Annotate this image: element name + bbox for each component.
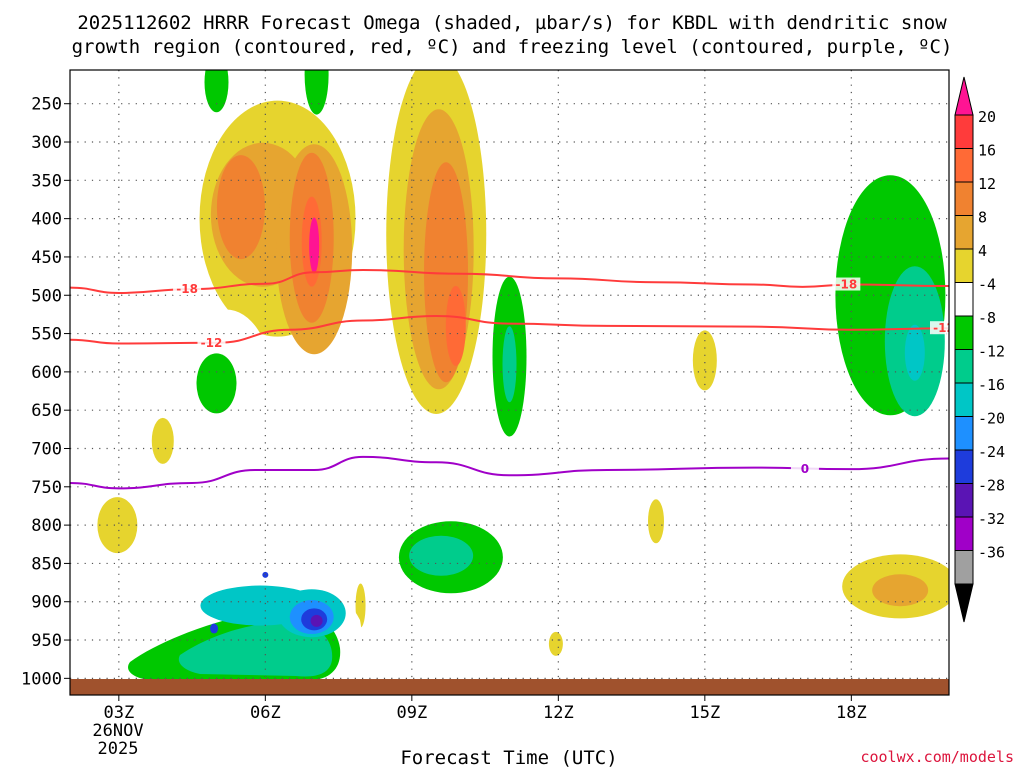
contour-label: -12: [201, 336, 223, 350]
x-axis-ticks: 03Z 06Z 09Z 12Z 15Z 18Z: [103, 695, 867, 723]
colorbar-label: -4: [978, 276, 996, 294]
sinking-blob: [216, 155, 265, 260]
colorbar-swatch: [954, 282, 974, 317]
contour-0: [70, 455, 949, 490]
colorbar-label: -32: [978, 510, 1005, 528]
uplift-blob: [107, 104, 126, 181]
colorbar-label: -28: [978, 477, 1005, 495]
colorbar-swatch: [954, 349, 974, 384]
x-date-line-2: 2025: [98, 739, 139, 759]
x-tick-label: 03Z: [103, 703, 134, 723]
uplift-core: [304, 70, 329, 115]
y-tick-label: 850: [31, 554, 62, 574]
y-tick-label: 750: [31, 478, 62, 498]
sinking-blob: [872, 574, 929, 607]
y-tick-label: 600: [31, 363, 62, 383]
uplift-blob: [904, 324, 925, 381]
sinking-core: [309, 217, 320, 274]
x-tick-label: 15Z: [689, 703, 720, 723]
chart-title-line-1: 2025112602 HRRR Forecast Omega (shaded, …: [77, 12, 947, 34]
colorbar-swatch: [954, 148, 974, 183]
colorbar-swatch: [954, 449, 974, 484]
y-tick-label: 650: [31, 401, 62, 421]
uplift-blob: [502, 326, 517, 403]
contour-lines: -18 -18 -12 -12 0: [70, 268, 955, 490]
contour-label: -18: [176, 282, 198, 296]
colorbar-swatch: [954, 550, 974, 585]
colorbar-label: 8: [978, 209, 987, 227]
chart-title-line-2: growth region (contoured, red, ºC) and f…: [72, 36, 953, 58]
x-tick-label: 09Z: [396, 703, 427, 723]
sinking-blob: [548, 631, 563, 656]
y-tick-label: 350: [31, 171, 62, 191]
colorbar-label: -20: [978, 410, 1005, 428]
y-axis-ticks: 250 300 350 400 450 500 550 600 650 700 750 800 850 9…: [21, 95, 70, 689]
y-tick-label: 800: [31, 516, 62, 536]
colorbar-swatch: [954, 416, 974, 451]
colorbar-swatch: [954, 215, 974, 250]
omega-shading: [94, 70, 949, 690]
colorbar-label: 20: [978, 108, 996, 126]
contour-label: -12: [933, 321, 955, 335]
colorbar-bottom-arrow: [954, 583, 974, 623]
uplift-blob: [589, 507, 610, 544]
y-tick-label: 450: [31, 248, 62, 268]
colorbar-label: -36: [978, 544, 1005, 562]
colorbar-swatch: [954, 382, 974, 417]
grid-lines: [70, 70, 949, 695]
y-tick-label: 300: [31, 133, 62, 153]
uplift-core: [204, 70, 229, 113]
uplift-blob: [196, 353, 237, 414]
x-tick-label: 06Z: [250, 703, 281, 723]
y-tick-label: 250: [31, 95, 62, 115]
contour-label: -18: [835, 278, 857, 292]
plot-frame: [69, 69, 950, 696]
sinking-blob: [445, 285, 466, 366]
uplift-blob: [686, 534, 723, 623]
terrain-ground: [70, 679, 949, 695]
contour-label: 0: [801, 462, 809, 476]
y-tick-label: 1000: [21, 669, 62, 689]
x-tick-label: 12Z: [543, 703, 574, 723]
colorbar-swatch: [954, 315, 974, 350]
x-axis-label: Forecast Time (UTC): [400, 747, 617, 768]
colorbar-label: -8: [978, 309, 996, 327]
sinking-blob: [151, 417, 174, 464]
uplift-blob: [409, 535, 474, 576]
uplift-core: [210, 623, 219, 634]
colorbar-label: -24: [978, 443, 1005, 461]
y-tick-label: 400: [31, 210, 62, 230]
y-tick-label: 500: [31, 286, 62, 306]
colorbar: 20 16 12 8 4 -4 -8 -12 -16 -20 -24 -28 -32 -36: [954, 76, 1005, 623]
colorbar-label: 16: [978, 142, 996, 160]
x-date-line-1: 26NOV: [92, 721, 143, 741]
uplift-blob: [178, 622, 333, 677]
colorbar-label: -12: [978, 343, 1005, 361]
uplift-core: [262, 571, 269, 578]
y-tick-label: 700: [31, 439, 62, 459]
uplift-blob: [102, 313, 131, 378]
colorbar-top-arrow: [954, 76, 974, 116]
colorbar-label: -16: [978, 376, 1005, 394]
colorbar-swatch: [954, 114, 974, 149]
y-tick-label: 550: [31, 325, 62, 345]
sinking-blob: [97, 497, 138, 554]
colorbar-swatch: [954, 483, 974, 518]
sinking-blob: [692, 330, 717, 391]
uplift-core: [310, 614, 323, 627]
colorbar-swatch: [954, 181, 974, 216]
x-tick-label: 18Z: [836, 703, 867, 723]
colorbar-swatch: [954, 516, 974, 551]
colorbar-label: 12: [978, 175, 996, 193]
y-tick-label: 900: [31, 593, 62, 613]
colorbar-label: 4: [978, 242, 987, 260]
colorbar-swatch: [954, 248, 974, 283]
y-tick-label: 950: [31, 631, 62, 651]
sinking-blob: [648, 499, 664, 544]
credit-text[interactable]: coolwx.com/models: [860, 748, 1014, 766]
uplift-blob: [239, 395, 330, 586]
